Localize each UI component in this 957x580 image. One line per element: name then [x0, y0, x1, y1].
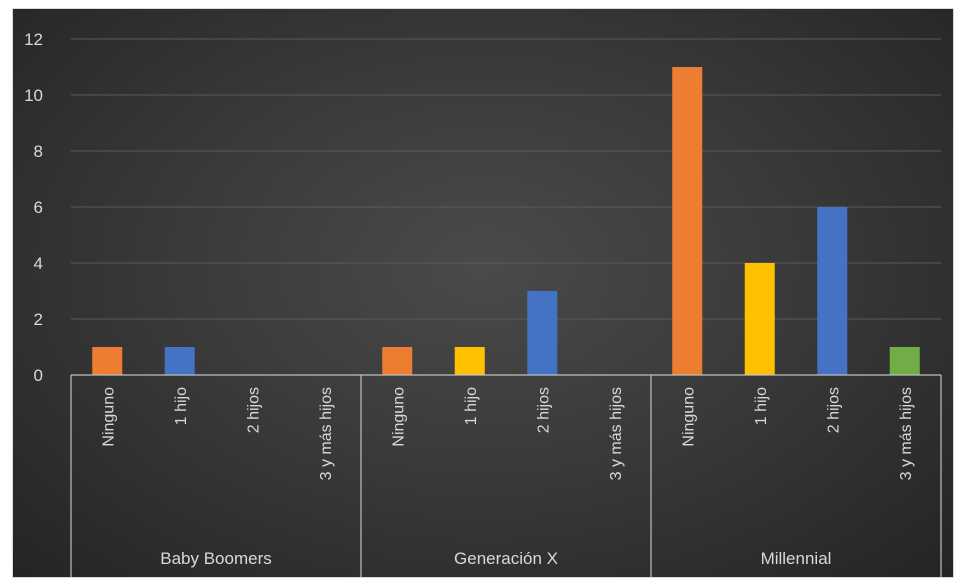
bar-1-hijo: [454, 347, 485, 375]
bar-2-hijos: [817, 207, 848, 375]
bar-ninguno: [672, 67, 703, 375]
bar-1-hijo: [744, 263, 775, 375]
bar-1-hijo: [164, 347, 195, 375]
category-label: Ninguno: [100, 387, 117, 447]
category-label: Ninguno: [680, 387, 697, 447]
y-tick-label: 0: [34, 366, 43, 385]
group-label: Generación X: [454, 549, 558, 568]
labels: 0 2 4 6 8 10 12 Ninguno 1 hijo 2 hijos 3 y más hij…: [24, 30, 915, 568]
axes: [70, 374, 942, 577]
group-label: Millennial: [761, 549, 832, 568]
y-tick-label: 8: [34, 142, 43, 161]
category-label: 1 hijo: [173, 387, 190, 425]
category-label: 1 hijo: [463, 387, 480, 425]
bar-ninguno: [382, 347, 413, 375]
y-tick-label: 2: [34, 310, 43, 329]
y-tick-label: 12: [24, 30, 43, 49]
category-label: 3 y más hijos: [898, 387, 915, 480]
category-label: 3 y más hijos: [318, 387, 335, 480]
bar-2-hijos: [527, 291, 558, 375]
gridlines: [71, 38, 941, 320]
group-label: Baby Boomers: [160, 549, 272, 568]
category-label: 2 hijos: [535, 387, 552, 433]
category-label: 1 hijo: [753, 387, 770, 425]
bar-ninguno: [92, 347, 123, 375]
category-label: Ninguno: [390, 387, 407, 447]
chart-area: 0 2 4 6 8 10 12 Ninguno 1 hijo 2 hijos 3 y más hij…: [12, 8, 954, 578]
bars: [92, 67, 920, 375]
y-tick-label: 4: [34, 254, 43, 273]
category-label: 2 hijos: [825, 387, 842, 433]
bar-3-y-más-hijos: [889, 347, 920, 375]
bar-chart: 0 2 4 6 8 10 12 Ninguno 1 hijo 2 hijos 3 y más hij…: [24, 30, 942, 577]
category-label: 3 y más hijos: [608, 387, 625, 480]
y-tick-label: 10: [24, 86, 43, 105]
category-label: 2 hijos: [245, 387, 262, 433]
y-tick-label: 6: [34, 198, 43, 217]
